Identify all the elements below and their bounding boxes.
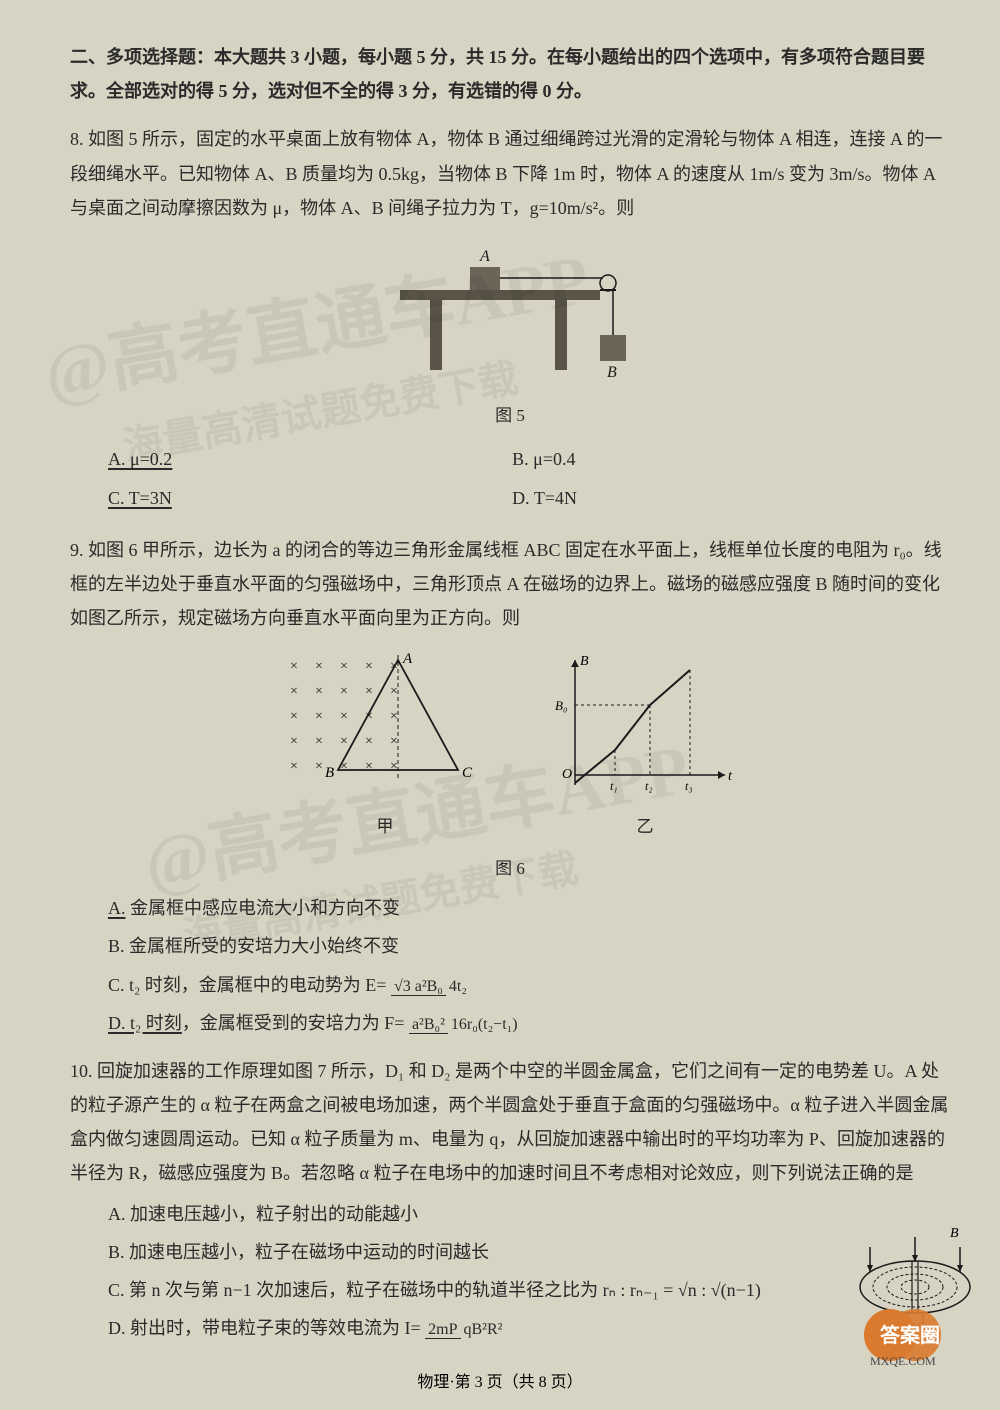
svg-text:×: × — [365, 684, 373, 699]
svg-text:×: × — [340, 659, 348, 674]
svg-text:×: × — [290, 684, 298, 699]
q10-option-a: A. 加速电压越小，粒子射出的动能越小 — [108, 1197, 950, 1231]
q10-option-b: B. 加速电压越小，粒子在磁场中运动的时间越长 — [108, 1235, 950, 1269]
svg-text:×: × — [340, 759, 348, 774]
svg-text:×: × — [290, 709, 298, 724]
q9-option-b: B. 金属框所受的安培力大小始终不变 — [108, 929, 950, 963]
q9-option-c: C. t₂ 时刻，金属框中的电动势为 E= √3 a²B₀4t₂ — [108, 968, 950, 1002]
svg-text:B: B — [580, 654, 589, 669]
figure-5-caption: 图 5 — [70, 400, 950, 432]
figure-5: A B 图 5 — [70, 235, 950, 432]
svg-text:O: O — [562, 767, 572, 782]
svg-text:A: A — [402, 651, 413, 667]
svg-text:t₂: t₂ — [645, 779, 653, 793]
svg-text:×: × — [290, 659, 298, 674]
section-heading: 二、多项选择题：本大题共 3 小题，每小题 5 分，共 15 分。在每小题给出的… — [70, 40, 950, 108]
svg-text:×: × — [315, 759, 323, 774]
svg-text:×: × — [365, 734, 373, 749]
svg-text:A: A — [479, 248, 490, 265]
svg-text:B: B — [950, 1226, 959, 1241]
svg-text:B: B — [607, 364, 617, 381]
q9-text: 如图 6 甲所示，边长为 a 的闭合的等边三角形金属线框 ABC 固定在水平面上… — [70, 540, 942, 628]
svg-text:×: × — [365, 659, 373, 674]
figure-6: ××××× ××××× ××××× ××××× ××××× A B C 甲 — [70, 645, 950, 842]
svg-text:B₀: B₀ — [555, 698, 567, 713]
corner-logo: 答案圈 MXQE.COM — [860, 1300, 980, 1370]
q10-text: 回旋加速器的工作原理如图 7 所示，D₁ 和 D₂ 是两个中空的半圆金属盒，它们… — [70, 1061, 948, 1184]
svg-text:×: × — [390, 734, 398, 749]
svg-text:t: t — [728, 769, 733, 784]
svg-text:×: × — [390, 759, 398, 774]
svg-text:C: C — [462, 765, 473, 781]
q8-option-a: A. μ=0.2 — [108, 442, 512, 476]
q8-option-c: C. T=3N — [108, 481, 512, 515]
q10-option-d: D. 射出时，带电粒子束的等效电流为 I= 2mPqB²R² — [108, 1311, 950, 1345]
svg-text:×: × — [315, 684, 323, 699]
svg-text:×: × — [340, 684, 348, 699]
fig6-right-label: 乙 — [550, 811, 740, 843]
q9-number: 9. — [70, 540, 84, 560]
q8-number: 8. — [70, 129, 84, 149]
question-10: 10. 回旋加速器的工作原理如图 7 所示，D₁ 和 D₂ 是两个中空的半圆金属… — [70, 1054, 950, 1346]
svg-text:×: × — [315, 709, 323, 724]
svg-text:×: × — [365, 759, 373, 774]
fig6-left-label: 甲 — [280, 811, 490, 843]
question-9: 9. 如图 6 甲所示，边长为 a 的闭合的等边三角形金属线框 ABC 固定在水… — [70, 533, 950, 1040]
svg-text:×: × — [315, 734, 323, 749]
q8-option-d: D. T=4N — [512, 481, 916, 515]
q10-option-c: C. 第 n 次与第 n−1 次加速后，粒子在磁场中的轨道半径之比为 rₙ : … — [108, 1273, 950, 1307]
q8-option-b: B. μ=0.4 — [512, 442, 916, 476]
page-footer: 物理·第 3 页（共 8 页） — [0, 1368, 1000, 1392]
svg-text:×: × — [290, 734, 298, 749]
svg-text:×: × — [340, 734, 348, 749]
svg-text:t₁: t₁ — [610, 779, 618, 793]
q8-text: 如图 5 所示，固定的水平桌面上放有物体 A，物体 B 通过细绳跨过光滑的定滑轮… — [70, 129, 943, 217]
svg-text:t₃: t₃ — [685, 779, 693, 793]
q10-number: 10. — [70, 1061, 93, 1081]
svg-text:×: × — [390, 709, 398, 724]
svg-text:B: B — [325, 765, 334, 781]
page-content: 二、多项选择题：本大题共 3 小题，每小题 5 分，共 15 分。在每小题给出的… — [0, 0, 1000, 1379]
svg-text:MXQE.COM: MXQE.COM — [870, 1354, 936, 1368]
svg-text:×: × — [315, 659, 323, 674]
svg-text:×: × — [290, 759, 298, 774]
q9-option-d: D. t₂ 时刻，金属框受到的安培力为 F= a²B₀²16r₀(t₂−t₁) — [108, 1006, 950, 1040]
svg-text:×: × — [340, 709, 348, 724]
question-8: 8. 如图 5 所示，固定的水平桌面上放有物体 A，物体 B 通过细绳跨过光滑的… — [70, 122, 950, 518]
svg-text:答案圈: 答案圈 — [880, 1323, 940, 1347]
q9-option-a: A. 金属框中感应电流大小和方向不变 — [108, 891, 950, 925]
figure-6-caption: 图 6 — [70, 853, 950, 885]
svg-text:×: × — [390, 684, 398, 699]
